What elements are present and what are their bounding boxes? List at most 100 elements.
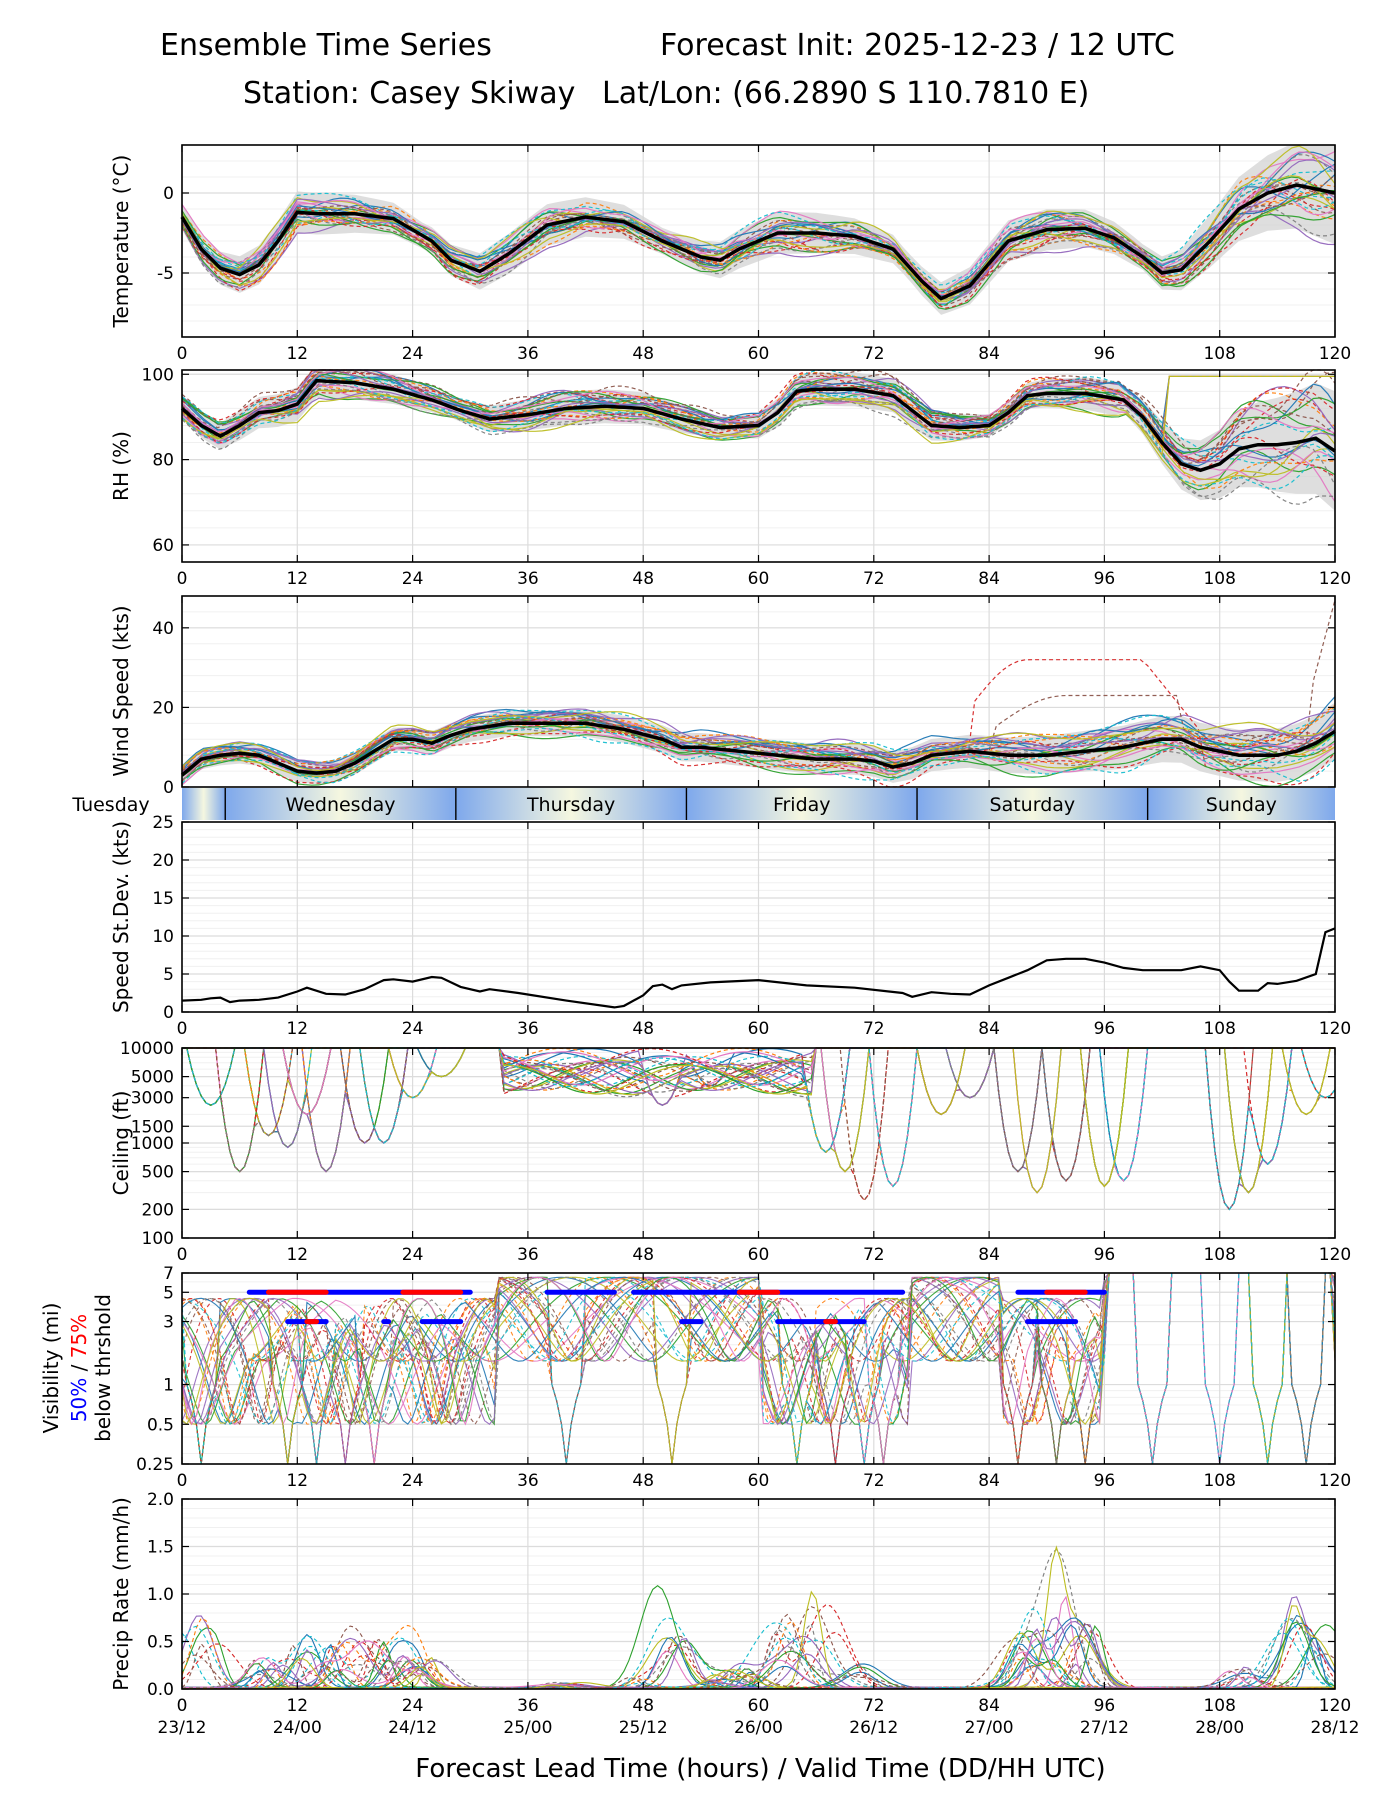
ceiling-y-tick-label: 10000 [120,1039,174,1059]
rh-member-line [181,379,1336,490]
rh-member-line [181,384,1336,489]
wind_speed-y-axis-label: Wind Speed (kts) [109,605,133,776]
wind_speed-y-tick-label: 20 [152,698,174,718]
temperature-x-tick-label: 60 [748,344,770,364]
temperature-x-tick-label: 0 [177,344,188,364]
temperature-member-line [181,159,1336,301]
temperature-x-tick-label: 24 [402,344,424,364]
visibility-member-line [181,1272,1336,1465]
visibility-y-tick-label: 0.25 [136,1455,174,1475]
visibility-x-tick-label: 72 [863,1471,885,1491]
temperature-y-tick-label: -5 [157,264,174,284]
wind_speed-member-line [181,712,1336,774]
precip_rate-y-tick-label: 1.0 [147,1585,174,1605]
precip_rate-x-tick-label: 24 [402,1696,424,1716]
visibility-y-tick-label: 7 [163,1264,174,1284]
rh-ensemble [180,369,1336,511]
day-label-sunday: Sunday [1206,794,1277,816]
ceiling-x-tick-label: 120 [1319,1245,1351,1265]
temperature-member-line [181,191,1336,310]
rh-x-tick-label: 36 [517,569,539,589]
legend-separator: / [67,1358,91,1377]
station-label: Station: Casey Skiway [243,76,576,111]
ceiling-y-tick-label: 3000 [131,1089,174,1109]
ceiling-y-tick-label: 1000 [131,1134,174,1154]
rh-y-tick-label: 100 [142,365,174,385]
precip_rate-x-tick-label: 60 [748,1696,770,1716]
temperature-x-tick-label: 72 [863,344,885,364]
speed_stdev-y-tick-label: 15 [152,889,174,909]
valid-time-label: 25/12 [619,1718,668,1738]
wind_speed-ensemble [180,599,1336,788]
visibility-x-tick-label: 120 [1319,1471,1351,1491]
ceiling-y-tick-label: 1500 [131,1117,174,1137]
rh-x-tick-label: 84 [978,569,1000,589]
ceiling-x-tick-label: 36 [517,1245,539,1265]
precip_rate-x-tick-label: 12 [286,1696,308,1716]
temperature-x-tick-label: 108 [1203,344,1235,364]
visibility-x-tick-label: 96 [1094,1471,1116,1491]
wind_speed-member-line [181,707,1336,774]
wind_speed-member-line [181,710,1336,773]
speed_stdev-x-tick-label: 108 [1203,1019,1235,1039]
day-label-saturday: Saturday [990,794,1076,816]
latlon-label: Lat/Lon: (66.2890 S 110.7810 E) [602,76,1090,111]
visibility-axes: 75 3 1 0.5 0.250 12 24 36 48 60 72 84 96 108 120 Visibi… [39,1264,1351,1491]
ceiling-y-tick-label: 5000 [131,1068,174,1088]
precip_rate-y-tick-label: 1.5 [147,1538,174,1558]
rh-member-line [181,386,1336,477]
valid-time-label: 24/12 [388,1718,437,1738]
speed_stdev-y-tick-label: 0 [163,1003,174,1023]
ceiling-x-tick-label: 24 [402,1245,424,1265]
ceiling-y-tick-label: 500 [142,1163,174,1183]
speed_stdev-x-tick-label: 48 [632,1019,654,1039]
rh-y-tick-label: 60 [152,536,174,556]
visibility-x-tick-label: 24 [402,1471,424,1491]
day-band-segment [1147,788,1335,820]
wind_speed-y-tick-label: 40 [152,619,174,639]
visibility-member-line [181,1272,1336,1465]
visibility-y-tick-label: 5 [163,1283,174,1303]
ceiling-x-tick-label: 0 [177,1245,188,1265]
visibility-x-tick-label: 36 [517,1471,539,1491]
speed_stdev-x-tick-label: 84 [978,1019,1000,1039]
precip_rate-axes: 0.0 0.5 1.0 1.5 2.0 0 12 24 36 48 60 72 84 96 108 120 Pr… [109,1490,1351,1716]
rh-member-line [181,369,1336,457]
rh-mean-line [180,378,1336,473]
rh-y-axis-label: RH (%) [109,431,133,501]
day-band-segment [225,788,456,820]
day-band-segment [182,788,226,820]
wind_speed-member-line [181,704,1336,771]
ceiling-member-line [182,1047,1336,1211]
speed_stdev-panel [181,821,1336,1013]
temperature-x-tick-label: 12 [286,344,308,364]
ceiling-x-tick-label: 84 [978,1245,1000,1265]
rh-x-tick-label: 96 [1094,569,1116,589]
rh-member-line [181,383,1336,505]
speed_stdev-x-tick-label: 96 [1094,1019,1116,1039]
rh-x-tick-label: 24 [402,569,424,589]
ceiling-y-axis-label: Ceiling (ft) [109,1091,133,1196]
ceiling-y-tick-label: 100 [142,1229,174,1249]
visibility-y-tick-label: 1 [163,1376,174,1396]
precip_rate-x-tick-label: 48 [632,1696,654,1716]
rh-member-line [181,369,1336,454]
legend-75pct: 75% [67,1314,91,1358]
speed_stdev-x-tick-label: 24 [402,1019,424,1039]
rh-x-tick-label: 12 [286,569,308,589]
forecast-init-label: Forecast Init: 2025-12-23 / 12 UTC [660,28,1175,63]
wind_speed-mean-line [180,721,1336,777]
temperature-member-line [181,205,1336,300]
day-label-thursday: Thursday [526,794,615,816]
valid-time-label: 27/12 [1080,1718,1129,1738]
precip_rate-x-tick-label: 0 [177,1696,188,1716]
precip_rate-x-tick-label: 36 [517,1696,539,1716]
temperature-x-tick-label: 36 [517,344,539,364]
ceiling-x-tick-label: 12 [286,1245,308,1265]
visibility-member-line [181,1272,1336,1465]
temperature-y-tick-label: 0 [163,184,174,204]
wind_speed-member-line [181,721,1336,776]
temperature-x-tick-label: 96 [1094,344,1116,364]
speed_stdev-axes: 0 5 10 15 20 25 0 12 24 36 48 60 72 84 96 108 120 Speed S… [109,813,1351,1039]
speed_stdev-x-tick-label: 36 [517,1019,539,1039]
